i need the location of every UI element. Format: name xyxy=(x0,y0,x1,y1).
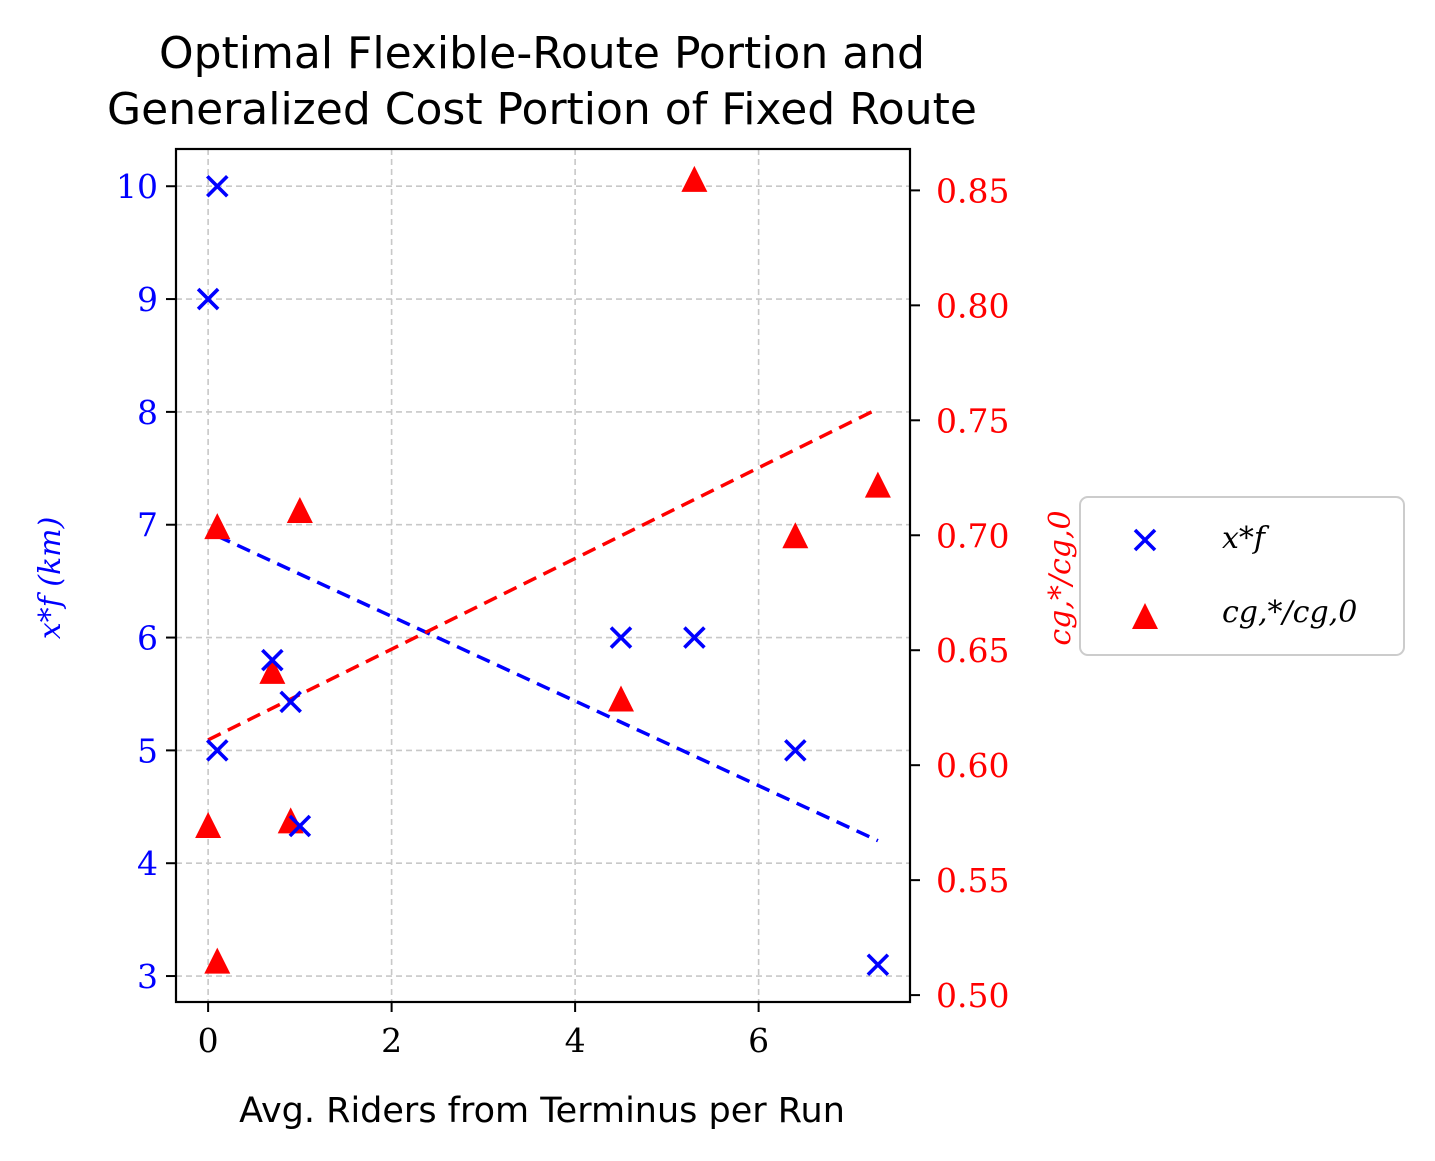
legend-label-x: x*f xyxy=(1222,521,1270,556)
legend-x-glyph xyxy=(1133,528,1157,552)
right-y-axis-label: cg,*/cg,0 xyxy=(1043,510,1078,645)
legend-marker-x xyxy=(1133,528,1157,552)
right-y-tick-label: 0.70 xyxy=(936,516,1009,555)
point-x-f-stroke-b xyxy=(196,287,220,311)
point-x-f xyxy=(784,739,807,762)
point-x-f-stroke-b xyxy=(261,648,284,672)
point-cost-ratio xyxy=(277,807,304,834)
x-tick-label: 0 xyxy=(198,1021,219,1060)
legend-x-glyph-stroke-b xyxy=(1133,528,1157,552)
x-axis-ticks: 0 2 4 6 xyxy=(198,1002,769,1060)
point-x-f xyxy=(609,626,633,649)
point-x-f xyxy=(206,739,229,762)
right-y-tick-label: 0.50 xyxy=(936,976,1009,1015)
left-y-axis-label: x*f (km) xyxy=(33,517,68,640)
point-x-f-stroke-b xyxy=(784,739,807,762)
left-y-tick-label: 5 xyxy=(137,731,158,770)
point-cost-ratio xyxy=(607,685,634,712)
trend-line-x xyxy=(216,534,879,843)
right-y-axis-ticks: 0.50 0.55 0.60 0.65 0.70 0.75 0.80 0.85 xyxy=(910,171,1009,1015)
point-x-f-stroke-b xyxy=(609,626,633,649)
legend-box xyxy=(1079,496,1405,656)
legend-label-cost: cg,*/cg,0 xyxy=(1222,595,1357,630)
point-cost-ratio xyxy=(864,471,891,498)
left-y-axis-ticks: 3 4 5 6 7 8 9 10 xyxy=(116,167,176,996)
point-x-f xyxy=(261,648,284,672)
point-x-f-stroke-b xyxy=(206,174,229,198)
plot-area-frame xyxy=(174,147,912,1004)
point-x-f xyxy=(683,626,706,649)
point-x-f xyxy=(288,814,312,838)
legend-triangle-glyph xyxy=(1132,603,1158,629)
point-cost-ratio xyxy=(204,513,231,540)
chart-title-line-1: Optimal Flexible-Route Portion and xyxy=(159,28,925,79)
x-tick-label: 6 xyxy=(748,1021,769,1060)
trend-line-cost xyxy=(207,407,879,742)
point-x-f xyxy=(196,287,220,311)
point-cost-ratio xyxy=(259,657,286,684)
right-y-tick-label: 0.85 xyxy=(936,171,1009,210)
right-y-tick-label: 0.55 xyxy=(936,861,1009,900)
left-y-tick-label: 3 xyxy=(137,957,158,996)
x-tick-label: 4 xyxy=(565,1021,586,1060)
grid-lines xyxy=(176,149,910,1002)
point-cost-ratio xyxy=(782,522,809,549)
left-y-tick-label: 9 xyxy=(137,280,158,319)
right-y-tick-label: 0.75 xyxy=(936,401,1009,440)
point-x-f xyxy=(279,690,302,714)
point-cost-ratio xyxy=(204,947,231,974)
right-y-tick-label: 0.60 xyxy=(936,746,1009,785)
left-y-tick-label: 6 xyxy=(137,619,158,658)
x-axis-label: Avg. Riders from Terminus per Run xyxy=(239,1091,845,1131)
left-y-tick-label: 4 xyxy=(137,844,158,883)
right-y-tick-label: 0.65 xyxy=(936,631,1009,670)
legend: x*f cg,*/cg,0 xyxy=(1079,496,1405,656)
point-x-f-stroke-b xyxy=(683,626,706,649)
point-x-f-stroke-b xyxy=(206,739,229,762)
point-x-f-stroke-b xyxy=(279,690,302,714)
point-x-f-stroke-b xyxy=(288,814,312,838)
point-cost-ratio xyxy=(286,496,313,523)
right-y-tick-label: 0.80 xyxy=(936,286,1009,325)
point-cost-ratio xyxy=(681,165,708,192)
point-x-f-stroke-b xyxy=(866,953,890,977)
trend-lines xyxy=(207,407,879,843)
point-x-f xyxy=(866,953,890,977)
x-tick-label: 2 xyxy=(381,1021,402,1060)
left-y-tick-label: 10 xyxy=(116,167,158,206)
chart-title-line-2: Generalized Cost Portion of Fixed Route xyxy=(107,84,977,135)
point-cost-ratio xyxy=(195,811,222,838)
legend-marker-triangle xyxy=(1132,603,1158,629)
left-y-tick-label: 7 xyxy=(137,506,158,545)
point-x-f xyxy=(206,174,229,198)
data-markers xyxy=(195,165,891,977)
left-y-tick-label: 8 xyxy=(137,393,158,432)
